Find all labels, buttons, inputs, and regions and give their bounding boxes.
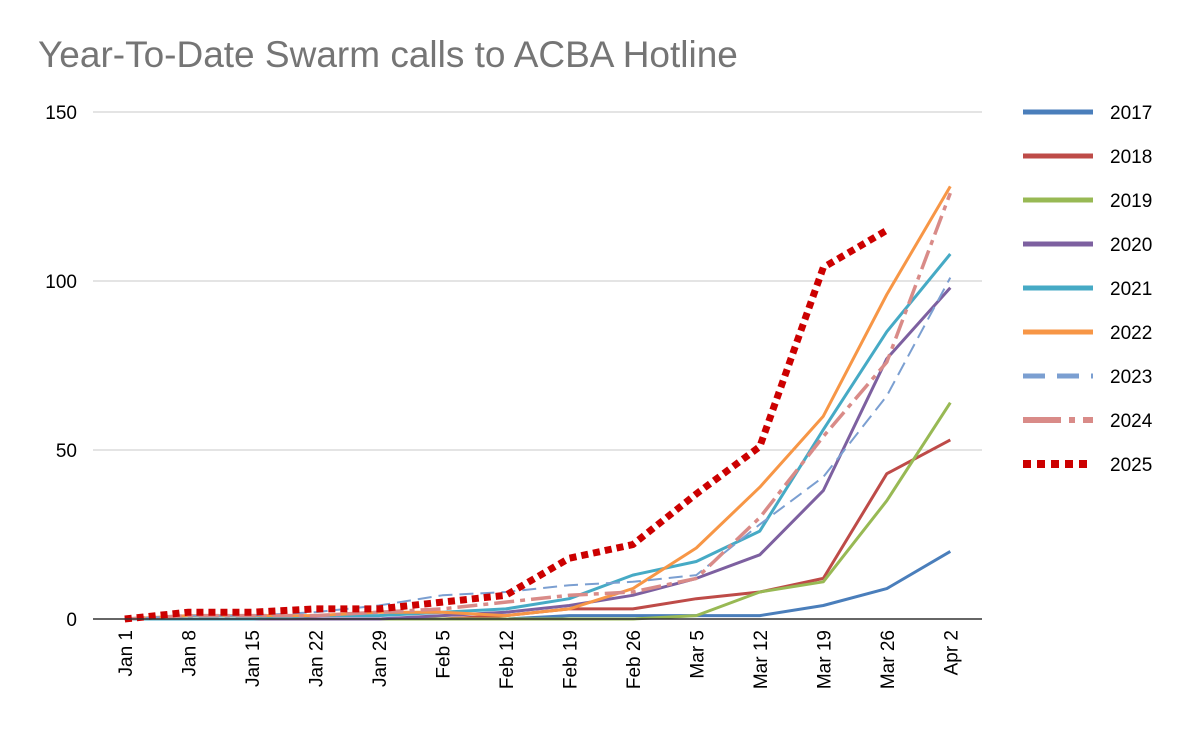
x-tick-label: Mar 12 bbox=[751, 630, 772, 689]
gridlines bbox=[93, 111, 982, 451]
series-line-2024 bbox=[124, 192, 952, 621]
x-tick-label: Feb 12 bbox=[497, 630, 518, 689]
legend-item-2025: 2025 bbox=[1023, 455, 1152, 476]
legend-item-2021: 2021 bbox=[1023, 279, 1152, 300]
legend-item-2024: 2024 bbox=[1023, 411, 1153, 432]
x-tick-label: Mar 19 bbox=[814, 630, 835, 689]
legend-label: 2020 bbox=[1110, 235, 1152, 256]
y-tick-label: 50 bbox=[56, 441, 77, 462]
x-tick-label: Apr 2 bbox=[941, 630, 962, 675]
legend: 2017 2018 2019 2020 2021 2022 2023 2024 2025 bbox=[1023, 103, 1153, 476]
legend-item-2017: 2017 bbox=[1023, 103, 1152, 124]
legend-label: 2018 bbox=[1110, 147, 1152, 168]
series-line-2023 bbox=[124, 277, 952, 620]
series-line-2018 bbox=[124, 438, 952, 621]
x-tick-label: Jan 1 bbox=[116, 630, 137, 676]
series-line-2025 bbox=[124, 227, 889, 623]
x-tick-label: Mar 26 bbox=[878, 630, 899, 689]
y-tick-label: 150 bbox=[45, 103, 77, 124]
y-axis-tick-labels: 0 50 100 150 bbox=[45, 103, 77, 631]
legend-label: 2019 bbox=[1110, 191, 1152, 212]
x-tick-label: Feb 26 bbox=[624, 630, 645, 689]
legend-item-2020: 2020 bbox=[1023, 235, 1152, 256]
x-tick-label: Jan 22 bbox=[306, 630, 327, 687]
y-tick-label: 100 bbox=[45, 272, 77, 293]
y-tick-label: 0 bbox=[66, 610, 77, 631]
legend-label: 2021 bbox=[1110, 279, 1152, 300]
x-tick-label: Jan 29 bbox=[370, 630, 391, 687]
x-tick-label: Feb 19 bbox=[560, 630, 581, 689]
legend-label: 2023 bbox=[1110, 367, 1152, 388]
series-line-2021 bbox=[124, 253, 952, 621]
x-axis-tick-labels: Jan 1 Jan 8 Jan 15 Jan 22 Jan 29 Feb 5 Feb 12 F… bbox=[116, 630, 963, 689]
x-tick-label: Jan 15 bbox=[243, 630, 264, 687]
x-tick-label: Jan 8 bbox=[179, 630, 200, 676]
legend-item-2018: 2018 bbox=[1023, 147, 1152, 168]
series-line-2022 bbox=[124, 185, 952, 621]
legend-item-2023: 2023 bbox=[1023, 367, 1152, 388]
x-tick-label: Mar 5 bbox=[687, 630, 708, 679]
legend-item-2022: 2022 bbox=[1023, 323, 1152, 344]
legend-label: 2025 bbox=[1110, 455, 1152, 476]
x-tick-label: Feb 5 bbox=[433, 630, 454, 679]
legend-label: 2017 bbox=[1110, 103, 1152, 124]
series-line-2020 bbox=[124, 286, 952, 621]
series-lines bbox=[124, 185, 952, 623]
legend-label: 2022 bbox=[1110, 323, 1152, 344]
chart-title: Year-To-Date Swarm calls to ACBA Hotline bbox=[38, 34, 738, 75]
legend-item-2019: 2019 bbox=[1023, 191, 1152, 212]
legend-label: 2024 bbox=[1110, 411, 1153, 432]
